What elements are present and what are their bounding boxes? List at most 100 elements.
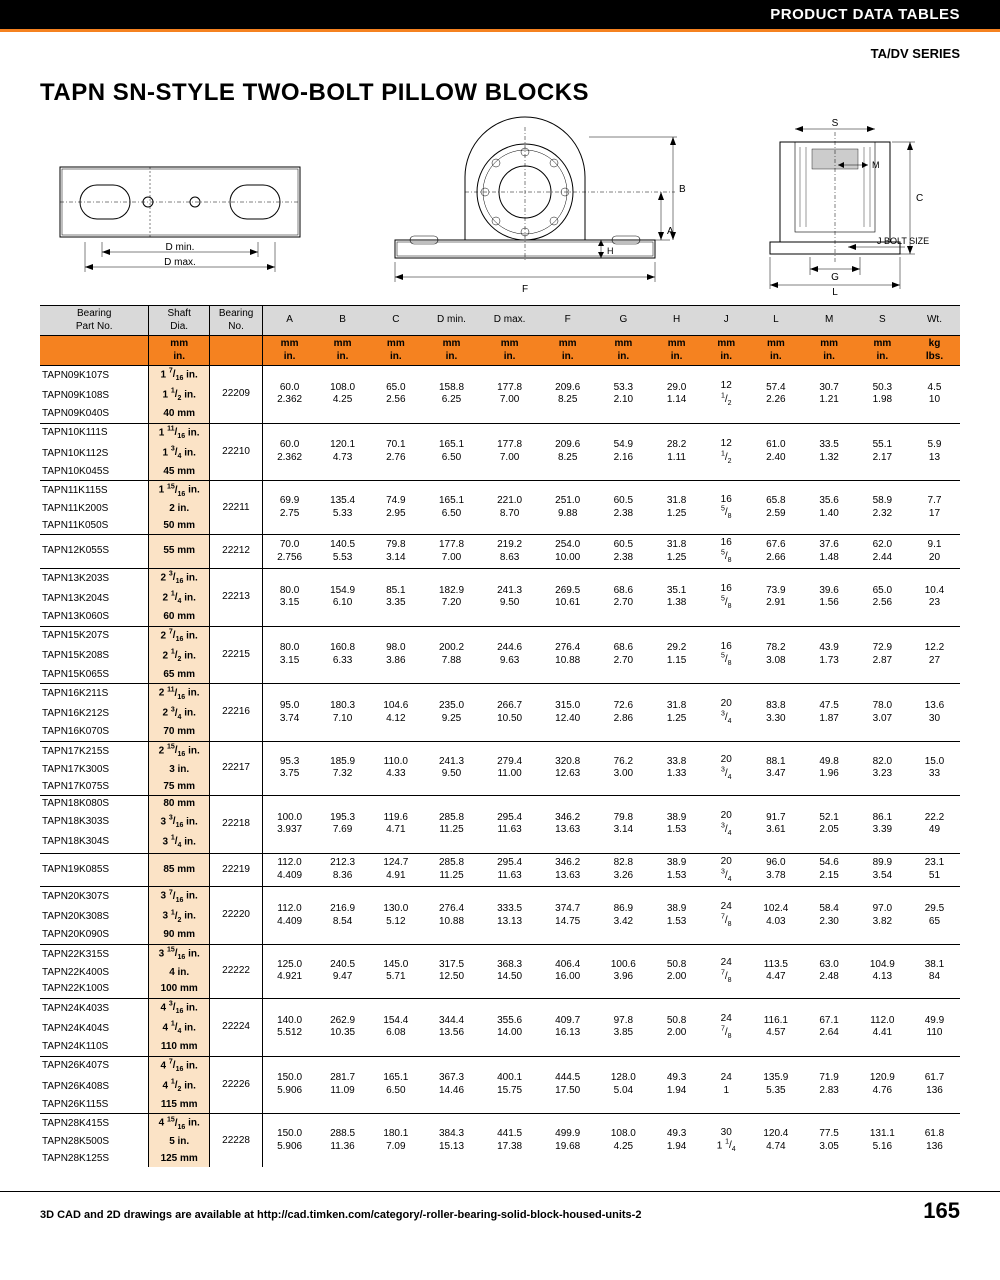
svg-text:D min.: D min. bbox=[166, 242, 195, 253]
value-cell: 499.919.68 bbox=[539, 1114, 597, 1168]
value-cell: 39.61.56 bbox=[802, 568, 855, 626]
value-cell: 95.03.74 bbox=[263, 684, 316, 742]
col-header: BearingNo. bbox=[209, 306, 262, 336]
value-cell: 70.02.756 bbox=[263, 535, 316, 569]
shaft-dia: 65 mm bbox=[149, 667, 210, 684]
shaft-dia: 1 7/16 in. bbox=[149, 366, 210, 387]
value-cell: 244.69.63 bbox=[481, 626, 539, 684]
unit-header: mmin. bbox=[749, 336, 802, 366]
part-no: TAPN09K040S bbox=[40, 406, 149, 423]
value-cell: 38.91.53 bbox=[650, 796, 703, 854]
bearing-no: 22213 bbox=[209, 568, 262, 626]
value-cell: 333.513.13 bbox=[481, 887, 539, 945]
value-cell: 74.92.95 bbox=[369, 481, 422, 535]
col-header: G bbox=[597, 306, 650, 336]
unit-header: kglbs. bbox=[909, 336, 960, 366]
value-cell: 135.45.33 bbox=[316, 481, 369, 535]
value-cell: 128.05.04 bbox=[597, 1056, 650, 1114]
value-cell: 60.02.362 bbox=[263, 366, 316, 424]
value-cell: 35.61.40 bbox=[802, 481, 855, 535]
value-cell: 285.811.25 bbox=[422, 853, 480, 887]
value-cell: 73.92.91 bbox=[749, 568, 802, 626]
value-cell: 285.811.25 bbox=[422, 796, 480, 854]
value-cell: 124.74.91 bbox=[369, 853, 422, 887]
value-cell: 78.03.07 bbox=[856, 684, 909, 742]
part-no: TAPN24K404S bbox=[40, 1019, 149, 1039]
value-cell: 38.91.53 bbox=[650, 887, 703, 945]
value-cell: 58.42.30 bbox=[802, 887, 855, 945]
shaft-dia: 55 mm bbox=[149, 535, 210, 569]
value-cell: 97.83.85 bbox=[597, 998, 650, 1056]
value-cell: 374.714.75 bbox=[539, 887, 597, 945]
value-cell: 13.630 bbox=[909, 684, 960, 742]
shaft-dia: 2 3/16 in. bbox=[149, 568, 210, 589]
bearing-no: 22218 bbox=[209, 796, 262, 854]
value-cell: 60.02.362 bbox=[263, 423, 316, 481]
value-cell: 70.12.76 bbox=[369, 423, 422, 481]
value-cell: 65.02.56 bbox=[856, 568, 909, 626]
part-no: TAPN09K107S bbox=[40, 366, 149, 387]
value-cell: 165/8 bbox=[703, 481, 749, 535]
unit-header: mmin. bbox=[422, 336, 480, 366]
value-cell: 31.81.25 bbox=[650, 684, 703, 742]
part-no: TAPN20K308S bbox=[40, 907, 149, 927]
series-label: TA/DV SERIES bbox=[0, 32, 1000, 61]
value-cell: 209.68.25 bbox=[539, 366, 597, 424]
shaft-dia: 115 mm bbox=[149, 1097, 210, 1114]
value-cell: 68.62.70 bbox=[597, 626, 650, 684]
value-cell: 165/8 bbox=[703, 626, 749, 684]
shaft-dia: 4 1/2 in. bbox=[149, 1077, 210, 1097]
part-no: TAPN10K111S bbox=[40, 423, 149, 444]
value-cell: 86.93.42 bbox=[597, 887, 650, 945]
value-cell: 67.62.66 bbox=[749, 535, 802, 569]
value-cell: 120.94.76 bbox=[856, 1056, 909, 1114]
shaft-dia: 2 15/16 in. bbox=[149, 741, 210, 762]
shaft-dia: 4 3/16 in. bbox=[149, 998, 210, 1019]
value-cell: 165/8 bbox=[703, 535, 749, 569]
value-cell: 55.12.17 bbox=[856, 423, 909, 481]
value-cell: 47.51.87 bbox=[802, 684, 855, 742]
shaft-dia: 2 1/4 in. bbox=[149, 589, 210, 609]
value-cell: 120.14.73 bbox=[316, 423, 369, 481]
value-cell: 182.97.20 bbox=[422, 568, 480, 626]
value-cell: 279.411.00 bbox=[481, 741, 539, 795]
value-cell: 160.86.33 bbox=[316, 626, 369, 684]
table-row: TAPN24K403S4 3/16 in.22224140.05.512262.… bbox=[40, 998, 960, 1019]
value-cell: 33.51.32 bbox=[802, 423, 855, 481]
part-no: TAPN10K112S bbox=[40, 444, 149, 464]
value-cell: 367.314.46 bbox=[422, 1056, 480, 1114]
value-cell: 7.717 bbox=[909, 481, 960, 535]
value-cell: 247/8 bbox=[703, 944, 749, 998]
shaft-dia: 2 11/16 in. bbox=[149, 684, 210, 705]
table-row: TAPN20K307S3 7/16 in.22220112.04.409216.… bbox=[40, 887, 960, 908]
value-cell: 76.23.00 bbox=[597, 741, 650, 795]
bearing-no: 22219 bbox=[209, 853, 262, 887]
shaft-dia: 1 11/16 in. bbox=[149, 423, 210, 444]
value-cell: 301 1/4 bbox=[703, 1114, 749, 1168]
value-cell: 112.04.409 bbox=[263, 887, 316, 945]
unit-header bbox=[40, 336, 149, 366]
svg-text:C: C bbox=[916, 193, 923, 204]
bearing-no: 22216 bbox=[209, 684, 262, 742]
value-cell: 200.27.88 bbox=[422, 626, 480, 684]
value-cell: 254.010.00 bbox=[539, 535, 597, 569]
value-cell: 195.37.69 bbox=[316, 796, 369, 854]
value-cell: 320.812.63 bbox=[539, 741, 597, 795]
shaft-dia: 1 1/2 in. bbox=[149, 386, 210, 406]
value-cell: 95.33.75 bbox=[263, 741, 316, 795]
value-cell: 49.9110 bbox=[909, 998, 960, 1056]
value-cell: 91.73.61 bbox=[749, 796, 802, 854]
part-no: TAPN19K085S bbox=[40, 853, 149, 887]
table-row: TAPN28K415S4 15/16 in.22228150.05.906288… bbox=[40, 1114, 960, 1135]
value-cell: 131.15.16 bbox=[856, 1114, 909, 1168]
table-row: TAPN11K115S1 15/16 in.2221169.92.75135.4… bbox=[40, 481, 960, 502]
bearing-no: 22220 bbox=[209, 887, 262, 945]
value-cell: 50.82.00 bbox=[650, 998, 703, 1056]
col-header: J bbox=[703, 306, 749, 336]
value-cell: 276.410.88 bbox=[422, 887, 480, 945]
value-cell: 288.511.36 bbox=[316, 1114, 369, 1168]
shaft-dia: 2 in. bbox=[149, 501, 210, 518]
shaft-dia: 40 mm bbox=[149, 406, 210, 423]
value-cell: 400.115.75 bbox=[481, 1056, 539, 1114]
col-header: S bbox=[856, 306, 909, 336]
